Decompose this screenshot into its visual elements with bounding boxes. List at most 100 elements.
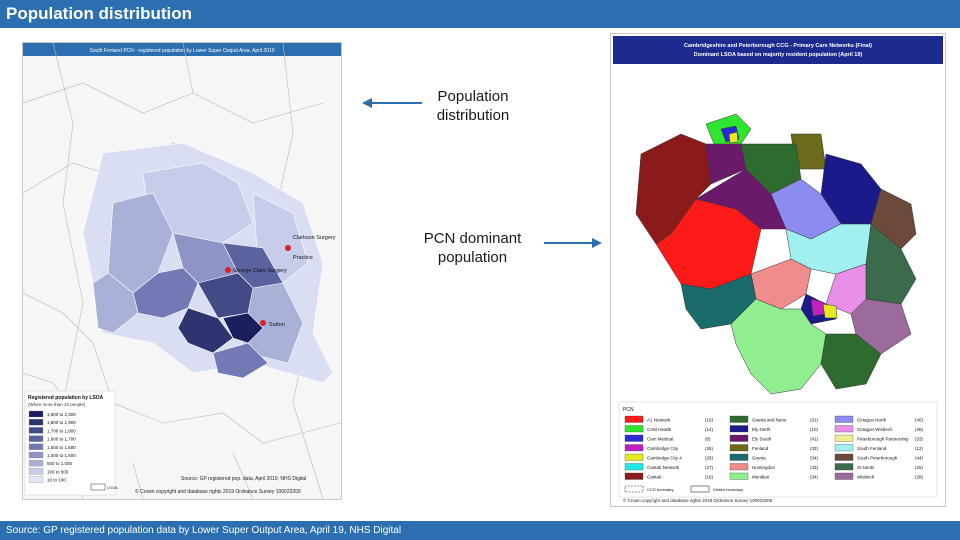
legend-label: 1,000 to 1,500 — [47, 453, 76, 458]
left-arrow-icon — [362, 98, 422, 108]
pcn-legend-swatch — [729, 434, 749, 442]
pcn-legend-name: Huntingdon — [752, 465, 776, 470]
pcn-legend-swatch — [834, 425, 854, 433]
pcn-legend-count: (45) — [915, 418, 924, 423]
practice-marker — [260, 320, 266, 326]
pcn-legend-swatch — [834, 434, 854, 442]
title-bar: Population distribution — [0, 0, 960, 28]
left-map-title: South Fenland PCN - registered populatio… — [89, 48, 274, 54]
left-map-header — [23, 43, 341, 56]
pcn-legend-swatch — [624, 434, 644, 442]
lsoa-key-label: LSOA — [107, 485, 118, 490]
pcn-legend-count: (32) — [810, 446, 819, 451]
legend-label: 1,600 to 1,700 — [47, 437, 76, 442]
pcn-legend-swatch — [624, 453, 644, 461]
pcn-legend-name: Peterborough Partnership — [857, 437, 909, 442]
pcn-legend-name: Cantab Network — [647, 465, 680, 470]
pcn-legend-swatch — [624, 415, 644, 423]
slide-title: Population distribution — [6, 4, 193, 23]
pcn-legend-count: (29) — [705, 456, 714, 461]
legend-swatch — [28, 410, 44, 418]
practice-label: Clarkson Surgery — [293, 235, 336, 241]
pcn-legend-swatch — [624, 425, 644, 433]
pcn-legend-name: Ely North — [752, 427, 771, 432]
population-map-svg: South Fenland PCN - registered populatio… — [22, 42, 342, 500]
pcn-legend-count: (44) — [915, 456, 924, 461]
pcn-legend-count: (41) — [810, 437, 819, 442]
district-boundary-label: District boundary — [713, 487, 743, 492]
pcn-legend-name: Ely South — [752, 437, 772, 442]
pcn-legend-name: Octagon North — [857, 418, 887, 423]
pcn-legend-swatch — [624, 472, 644, 480]
legend-swatch — [28, 460, 44, 467]
pcn-legend-name: Cambridge City — [647, 446, 679, 451]
pcn-legend-swatch — [729, 415, 749, 423]
pcn-regions — [635, 113, 917, 395]
pcn-legend-name: St Neots — [857, 465, 875, 470]
population-distribution-map: South Fenland PCN - registered populatio… — [22, 42, 342, 500]
pcn-legend-swatch — [834, 415, 854, 423]
pcn-legend-name: Meridian — [752, 475, 770, 480]
pcn-legend-count: (36) — [915, 427, 924, 432]
legend-swatch — [28, 419, 44, 426]
pcn-legend-name: Granta — [752, 456, 766, 461]
pcn-legend-count: (33) — [915, 437, 924, 442]
practice-label: Sutton — [269, 322, 285, 328]
pcn-legend-name: Granta and Nene — [752, 418, 787, 423]
practice-label: George Clare Surgery — [233, 268, 287, 274]
right-map-title-2: Dominant LSOA based on majority resident… — [694, 52, 863, 58]
practice-marker — [225, 267, 231, 273]
legend-subtitle: (When more than 10 people) — [28, 402, 86, 407]
pcn-legend-heading: PCN — [623, 407, 634, 413]
left-map-copyright: © Crown copyright and database rights 20… — [135, 488, 301, 495]
legend-swatch — [28, 451, 44, 459]
pcn-legend-swatch — [624, 444, 644, 452]
pcn-legend-swatch — [834, 472, 854, 480]
pcn-legend-count: (12) — [915, 446, 924, 451]
pcn-legend-count: (14) — [705, 427, 714, 432]
footer-bar: Source: GP registered population data by… — [0, 521, 960, 540]
right-map-title-1: Cambridgeshire and Peterborough CCG - Pr… — [684, 43, 872, 49]
pcn-legend-swatch — [729, 472, 749, 480]
pcn-legend-swatch — [624, 463, 644, 471]
pcn-legend-count: (27) — [705, 465, 714, 470]
pcn-legend-name: Octagon Wisbech — [857, 427, 893, 432]
pcn-callout: PCN dominant population — [423, 230, 522, 266]
pcn-legend-count: (31) — [810, 418, 819, 423]
legend-label: 500 to 1,000 — [47, 461, 73, 466]
legend-swatch — [28, 435, 44, 442]
legend-swatch — [28, 468, 44, 475]
pcn-legend-name: Cambridge City 4 — [647, 456, 682, 461]
right-map-copyright: © Crown copyright and database rights 20… — [623, 497, 773, 503]
pcn-legend-count: (16) — [705, 475, 714, 480]
pcn-legend-count: (26) — [915, 465, 924, 470]
legend-swatch — [28, 427, 44, 434]
pcn-legend-count: (8) — [705, 437, 711, 442]
pcn-legend-count: (10) — [810, 427, 819, 432]
population-callout: Population distribution — [436, 88, 510, 124]
pcn-legend-swatch — [729, 444, 749, 452]
source-note: Source: GP registered population data by… — [6, 525, 402, 536]
practice-marker — [285, 245, 291, 251]
right-map-header — [613, 36, 943, 64]
legend-label: 1,800 to 1,900 — [47, 420, 76, 425]
legend-title: Registered population by LSOA — [28, 395, 104, 401]
practice-label: Practice — [293, 255, 313, 261]
legend-label: 100 to 500 — [47, 469, 69, 474]
pcn-legend-swatch — [834, 444, 854, 452]
legend-label: 1,700 to 1,800 — [47, 428, 76, 433]
legend-label: 10 to 100 — [47, 478, 66, 483]
pcn-map-svg: Cambridgeshire and Peterborough CCG - Pr… — [613, 36, 943, 503]
pcn-legend-name: Cam Medical — [647, 437, 673, 442]
pcn-legend-name: Fenland — [752, 446, 769, 451]
pcn-legend-count: (33) — [810, 465, 819, 470]
pcn-legend-name: Cantab — [647, 475, 662, 480]
pcn-legend-swatch — [834, 453, 854, 461]
pcn-legend-name: A1 Network — [647, 418, 671, 423]
right-arrow-icon — [544, 238, 602, 248]
legend-label: 1,500 to 1,600 — [47, 445, 76, 450]
pcn-legend-count: (16) — [705, 418, 714, 423]
pcn-legend-count: (34) — [810, 456, 819, 461]
legend-swatch — [28, 476, 44, 483]
pcn-legend-swatch — [729, 453, 749, 461]
